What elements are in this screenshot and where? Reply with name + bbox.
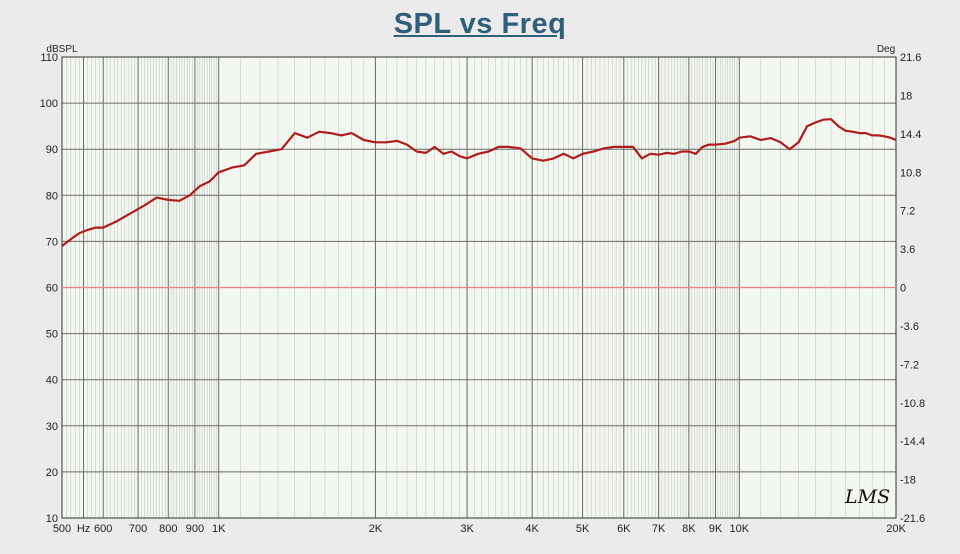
x-tick-label: 3K: [460, 523, 474, 535]
chart-title: SPL vs Freq: [393, 8, 567, 40]
y-tick-label: 110: [40, 52, 58, 64]
y2-tick-label: 3.6: [900, 244, 915, 256]
y-tick-label: 10: [46, 513, 58, 525]
x-tick-label: 1K: [212, 523, 226, 535]
y-tick-label: 90: [46, 144, 58, 156]
y2-tick-label: -7.2: [900, 359, 919, 371]
y-tick-label: 50: [46, 329, 58, 341]
y2-tick-label: -10.8: [900, 398, 925, 410]
y-tick-label: 20: [46, 467, 58, 479]
x-tick-label: 2K: [369, 523, 383, 535]
lms-logo: LMS: [845, 486, 891, 508]
y2-tick-label: 14.4: [900, 129, 921, 141]
x-tick-label: 600: [94, 523, 112, 535]
x-tick-label: 700: [129, 523, 147, 535]
y2-tick-label: 7.2: [900, 206, 915, 218]
y-tick-label: 70: [46, 236, 58, 248]
x-tick-label: 500: [53, 523, 71, 535]
x-tick-label: 20K: [886, 523, 906, 535]
y-axis-unit-right: Deg: [877, 44, 895, 55]
x-tick-label: 5K: [576, 523, 590, 535]
y2-tick-label: 10.8: [900, 167, 921, 179]
x-tick-label: 800: [159, 523, 177, 535]
y2-tick-label: -21.6: [900, 513, 925, 525]
x-tick-label: 7K: [652, 523, 666, 535]
y2-tick-label: -18: [900, 475, 916, 487]
y-tick-label: 40: [46, 375, 58, 387]
y2-tick-label: 21.6: [900, 52, 921, 64]
series-layer: [61, 118, 897, 289]
y-tick-label: 30: [46, 421, 58, 433]
x-tick-label: 8K: [682, 523, 696, 535]
y2-tick-label: -14.4: [900, 436, 925, 448]
x-tick-label: 900: [186, 523, 204, 535]
y2-tick-label: 0: [900, 283, 906, 295]
tick-labels: 10 20 30 40 50 60 70 80 90 100 110 -21.6 -18 -14.4 -10…: [40, 52, 925, 535]
y-tick-label: 60: [46, 283, 58, 295]
x-tick-label: Hz: [77, 523, 90, 535]
y-tick-label: 100: [40, 98, 58, 110]
spl-line: [61, 118, 897, 247]
y-tick-label: 80: [46, 190, 58, 202]
y-axis-unit-left: dBSPL: [46, 44, 78, 55]
x-tick-label: 10K: [730, 523, 750, 535]
x-tick-label: 6K: [617, 523, 631, 535]
x-tick-label: 9K: [709, 523, 723, 535]
y2-tick-label: -3.6: [900, 321, 919, 333]
y2-tick-label: 18: [900, 90, 912, 102]
x-tick-label: 4K: [525, 523, 539, 535]
